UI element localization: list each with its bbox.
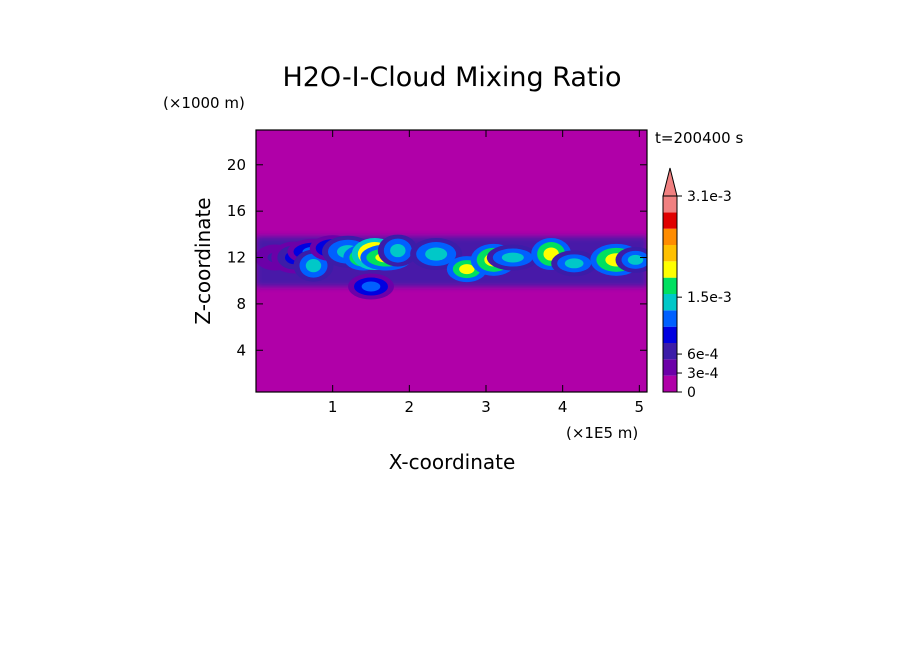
cloud-cell-core [501,252,524,263]
colorbar: 3.1e-3 1.5e-3 6e-4 3e-4 0 [662,167,732,401]
colorbar-swatch [663,359,677,376]
y-tick-label: 16 [227,202,246,220]
colorbar-swatch [663,343,677,360]
colorbar-swatch [663,228,677,245]
x-tick-label: 4 [558,398,568,416]
colorbar-tick-label: 3.1e-3 [687,189,732,205]
y-tick-label: 20 [227,156,246,174]
cloud-cell-core [564,258,584,269]
y-unit-label: (×1000 m) [163,94,245,112]
time-label: t=200400 s [655,129,743,147]
x-unit-label: (×1E5 m) [566,424,638,442]
colorbar-tick-label: 6e-4 [687,347,719,363]
x-tick-label: 3 [481,398,491,416]
chart-title: H2O-I-Cloud Mixing Ratio [282,62,621,93]
cloud-field [256,234,647,300]
cloud-cell-core [425,247,448,261]
colorbar-swatch [663,245,677,262]
cloud-cell-core [361,281,381,292]
colorbar-swatch [663,277,677,294]
x-tick-label: 1 [328,398,338,416]
cloud-cell-core [627,254,644,265]
cloud-cell-core [390,243,406,258]
y-tick-label: 12 [227,249,246,267]
colorbar-swatch [663,261,677,278]
colorbar-tick-label: 0 [687,385,696,401]
colorbar-tick-label: 1.5e-3 [687,290,732,306]
colorbar-swatch [663,212,677,229]
cloud-cell-core [459,264,475,275]
colorbar-extend-arrow [662,167,678,197]
colorbar-frame [662,195,678,393]
colorbar-swatch [663,196,677,213]
y-axis-label: Z-coordinate [191,197,215,324]
colorbar-swatch [663,375,677,392]
y-tick-label: 8 [236,295,246,313]
x-tick-label: 5 [635,398,645,416]
colorbar-swatch [663,294,677,311]
x-axis-label: X-coordinate [389,450,516,474]
colorbar-tick-label: 3e-4 [687,366,719,382]
plot-frame [255,129,648,393]
x-tick-label: 2 [405,398,415,416]
colorbar-swatch [663,326,677,343]
colorbar-swatch [663,310,677,327]
y-tick-label: 4 [236,341,246,359]
cloud-cell-core [305,259,322,273]
